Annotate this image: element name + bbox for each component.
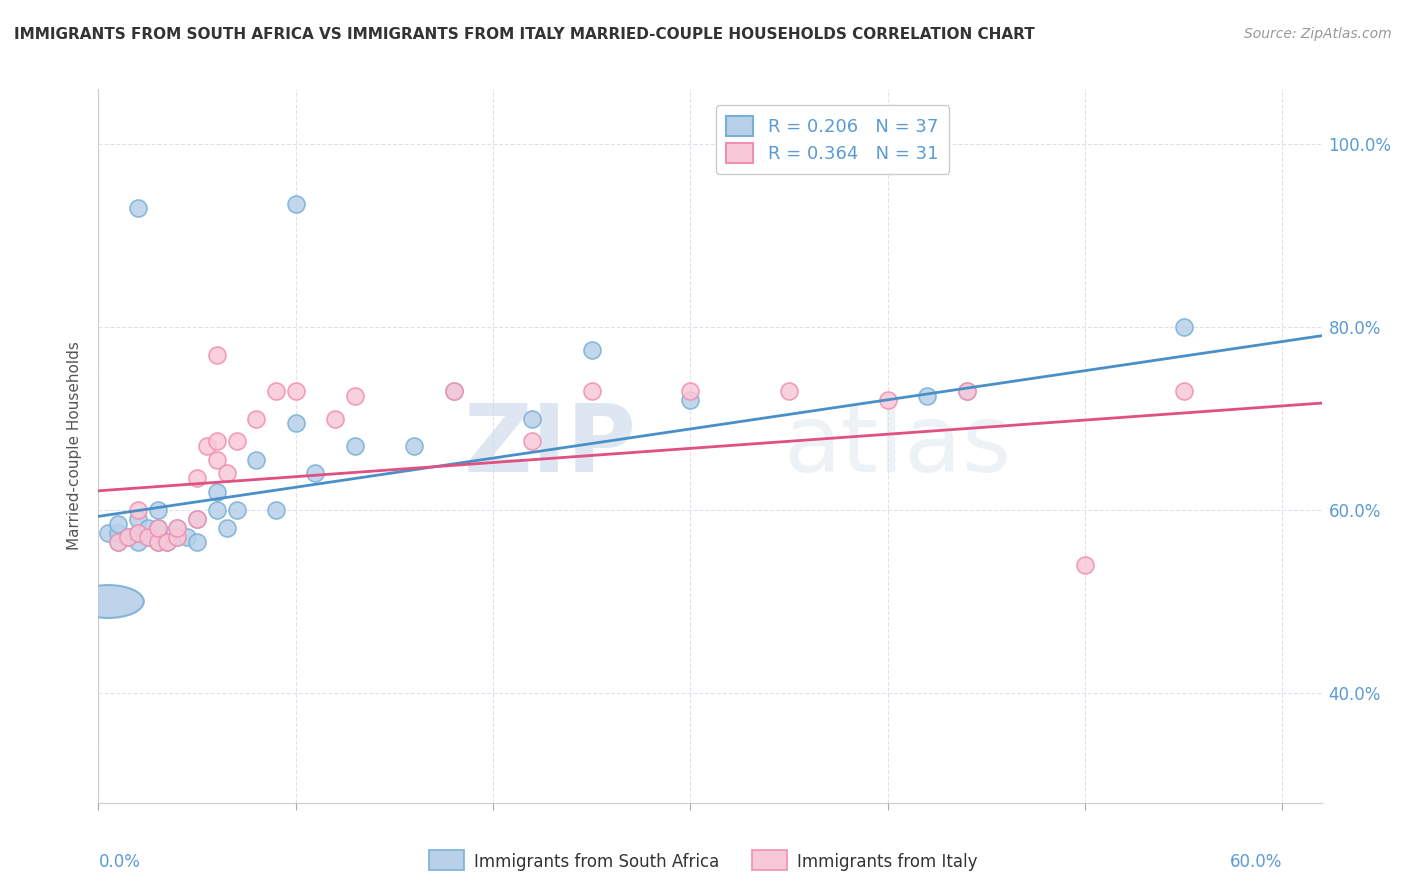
Point xyxy=(284,196,307,211)
Y-axis label: Married-couple Households: Married-couple Households xyxy=(67,342,83,550)
Point xyxy=(156,535,179,549)
Point xyxy=(186,512,208,526)
Point xyxy=(1173,320,1195,334)
Point xyxy=(97,525,120,540)
Point xyxy=(127,201,149,215)
Point xyxy=(876,393,898,408)
Point xyxy=(679,393,702,408)
Point xyxy=(778,384,800,398)
Point xyxy=(186,512,208,526)
Point xyxy=(522,809,544,823)
Point xyxy=(127,525,149,540)
Point xyxy=(955,384,977,398)
Point xyxy=(264,384,287,398)
Text: IMMIGRANTS FROM SOUTH AFRICA VS IMMIGRANTS FROM ITALY MARRIED-COUPLE HOUSEHOLDS : IMMIGRANTS FROM SOUTH AFRICA VS IMMIGRAN… xyxy=(14,27,1035,42)
Point xyxy=(146,535,169,549)
Text: 60.0%: 60.0% xyxy=(1230,853,1282,871)
Point xyxy=(1173,384,1195,398)
Text: atlas: atlas xyxy=(783,400,1012,492)
Text: Immigrants from South Africa: Immigrants from South Africa xyxy=(474,853,718,871)
Point xyxy=(955,384,977,398)
Point xyxy=(186,535,208,549)
Point xyxy=(404,439,426,453)
Point xyxy=(443,384,465,398)
Point xyxy=(522,434,544,449)
Point xyxy=(205,484,228,499)
Point xyxy=(127,503,149,517)
Point xyxy=(284,384,307,398)
Point xyxy=(146,521,169,535)
Point xyxy=(581,384,603,398)
Point xyxy=(205,434,228,449)
Point xyxy=(304,467,326,481)
Point xyxy=(166,531,188,545)
Point xyxy=(166,531,188,545)
Point xyxy=(136,531,159,545)
Point xyxy=(176,531,198,545)
Point xyxy=(117,531,139,545)
Point xyxy=(679,384,702,398)
Text: Immigrants from Italy: Immigrants from Italy xyxy=(797,853,977,871)
Point xyxy=(323,411,346,425)
Point xyxy=(146,525,169,540)
Point xyxy=(343,439,366,453)
Point xyxy=(127,535,149,549)
Point xyxy=(136,531,159,545)
Point xyxy=(136,521,159,535)
Point xyxy=(166,521,188,535)
Point xyxy=(195,439,218,453)
Legend: R = 0.206   N = 37, R = 0.364   N = 31: R = 0.206 N = 37, R = 0.364 N = 31 xyxy=(716,105,949,174)
Point xyxy=(127,512,149,526)
Point xyxy=(156,535,179,549)
Point xyxy=(343,389,366,403)
Point xyxy=(284,416,307,430)
Point xyxy=(443,384,465,398)
Point xyxy=(581,343,603,357)
Point xyxy=(146,503,169,517)
Point xyxy=(915,389,938,403)
Point xyxy=(117,531,139,545)
Point xyxy=(245,452,267,467)
Text: ZIP: ZIP xyxy=(464,400,637,492)
Point xyxy=(205,452,228,467)
Text: Source: ZipAtlas.com: Source: ZipAtlas.com xyxy=(1244,27,1392,41)
Point xyxy=(107,516,129,531)
Point xyxy=(264,503,287,517)
Point xyxy=(186,471,208,485)
Point xyxy=(225,503,247,517)
Point xyxy=(107,535,129,549)
Point xyxy=(522,411,544,425)
Circle shape xyxy=(73,585,143,618)
Point xyxy=(146,521,169,535)
Point xyxy=(127,525,149,540)
Point xyxy=(205,503,228,517)
Point xyxy=(225,434,247,449)
Point xyxy=(245,411,267,425)
Point xyxy=(146,535,169,549)
Point xyxy=(166,521,188,535)
Point xyxy=(215,467,238,481)
Point xyxy=(1074,558,1097,572)
Point xyxy=(107,535,129,549)
Point xyxy=(205,347,228,361)
Point xyxy=(215,521,238,535)
Point xyxy=(107,525,129,540)
Text: 0.0%: 0.0% xyxy=(98,853,141,871)
